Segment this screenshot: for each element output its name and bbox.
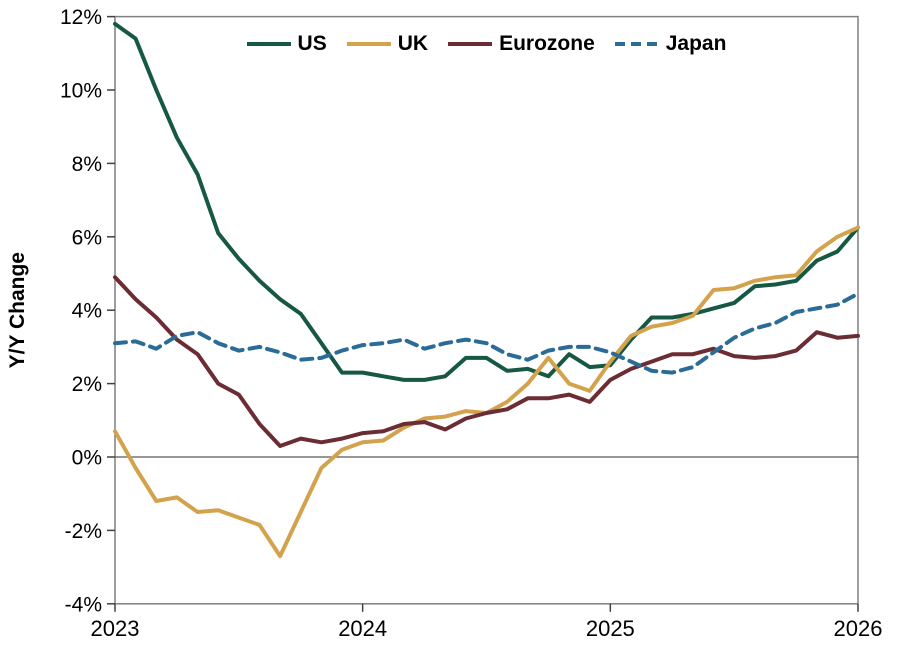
series-line-us xyxy=(113,21,860,382)
y-tick-label: -4% xyxy=(65,593,102,616)
x-tick-label: 2025 xyxy=(586,616,635,641)
series-line-japan xyxy=(113,291,860,375)
y-tick-label: 8% xyxy=(72,153,102,176)
series-line-uk xyxy=(113,225,860,559)
y-tick-label: 2% xyxy=(72,373,102,396)
series-line-eurozone xyxy=(113,275,860,448)
y-tick-label: 4% xyxy=(72,300,102,323)
x-tick-label: 2026 xyxy=(834,616,883,641)
y-axis-title: Y/Y Change xyxy=(6,252,29,368)
y-tick-label: 0% xyxy=(72,447,102,470)
y-tick-label: 10% xyxy=(60,80,102,103)
y-tick-label: 6% xyxy=(72,226,102,249)
plot-border xyxy=(114,15,859,605)
y-tick-label: -2% xyxy=(65,520,102,543)
x-tick-label: 2024 xyxy=(338,616,387,641)
x-tick-label: 2023 xyxy=(91,616,140,641)
y-tick-label: 12% xyxy=(60,6,102,29)
